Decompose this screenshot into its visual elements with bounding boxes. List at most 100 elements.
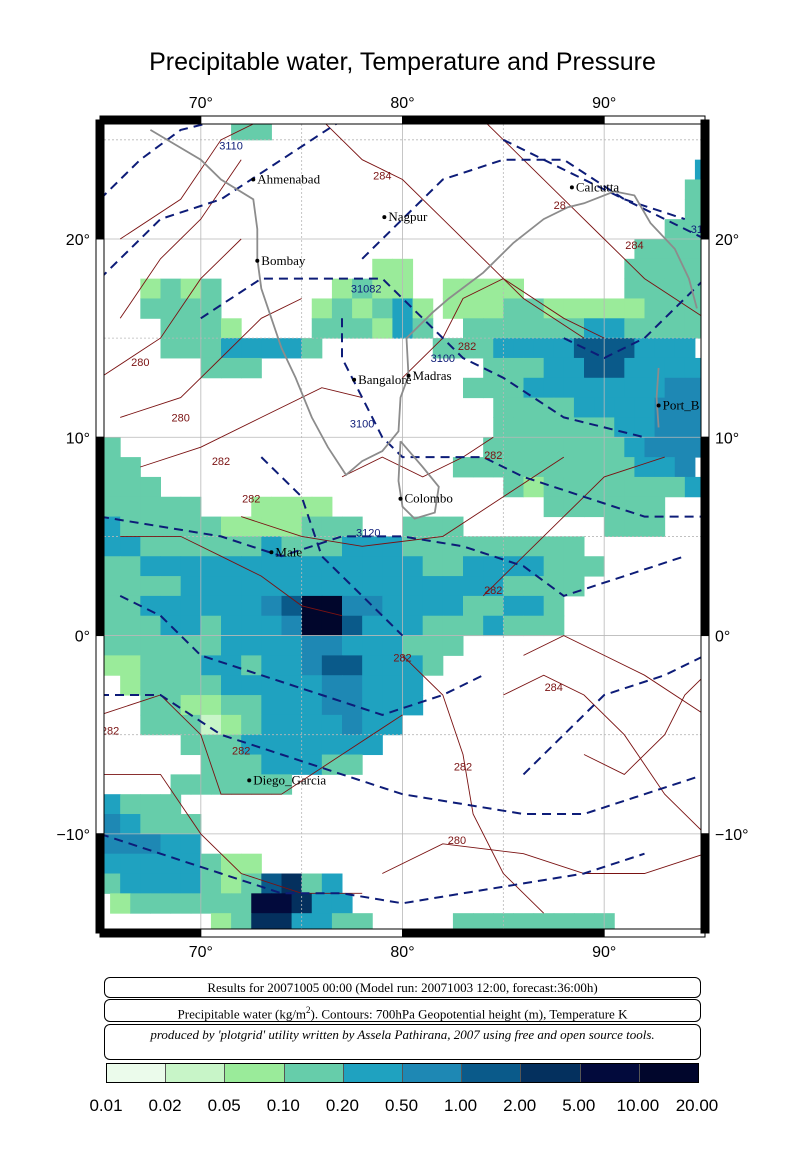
pw-cell <box>342 516 363 537</box>
pw-cell <box>584 437 605 458</box>
temperature-contour <box>402 278 605 379</box>
frame-segment-top <box>402 115 605 125</box>
pw-cell <box>321 635 343 656</box>
pw-cell <box>503 576 524 597</box>
lon-tick-label-bottom: 90° <box>592 944 616 961</box>
pw-cell <box>674 417 696 438</box>
pw-cell <box>241 853 262 875</box>
pw-cell <box>382 556 403 577</box>
pw-cell <box>674 338 696 359</box>
pw-cell <box>614 457 635 478</box>
pw-cell <box>543 476 565 498</box>
pw-cell <box>493 397 514 418</box>
temperature-contour <box>140 387 363 468</box>
contour-label: 280 <box>171 412 189 424</box>
city-dot <box>247 778 252 783</box>
pw-cell <box>200 635 222 656</box>
pw-cell <box>281 595 303 617</box>
pw-cell <box>402 695 424 716</box>
pw-cell <box>160 536 182 557</box>
city-label: Bombay <box>261 253 306 268</box>
pw-cell <box>100 457 121 478</box>
pw-cell <box>483 357 504 379</box>
pw-cell <box>120 853 141 875</box>
pw-cell <box>200 278 222 299</box>
pw-cell <box>463 556 484 577</box>
pw-cell <box>402 635 424 656</box>
pw-cell <box>483 595 504 617</box>
contour-lines <box>99 119 706 914</box>
pw-cell <box>200 556 222 577</box>
pw-cell <box>523 357 545 379</box>
city-label: Diego_Garcia <box>253 772 326 787</box>
pw-cell <box>261 595 282 617</box>
pw-cell <box>321 595 343 617</box>
pw-cell <box>281 655 303 676</box>
geopotential-contour <box>99 832 645 905</box>
pw-cell <box>160 873 182 894</box>
pw-cell <box>331 318 353 339</box>
city-label: Bangalore <box>358 372 412 387</box>
variables-text-a: Precipitable water (kg/m <box>177 1006 307 1022</box>
lat-tick-label-left: 20° <box>66 232 90 249</box>
pw-cell <box>241 675 262 696</box>
pw-cell <box>311 893 333 914</box>
pw-cell <box>160 595 182 617</box>
pw-cell <box>342 595 363 617</box>
pw-cell <box>160 635 182 656</box>
pw-cell <box>352 318 373 339</box>
variables-sup: 2 <box>306 1005 311 1015</box>
contour-label: 282 <box>101 726 119 738</box>
pw-cell <box>180 516 202 537</box>
pw-cell <box>140 536 161 557</box>
temperature-contour <box>120 298 302 418</box>
pw-cell <box>563 298 585 319</box>
city-label: Nagpur <box>388 209 428 224</box>
pw-cell <box>342 655 363 676</box>
pw-cell <box>271 913 293 934</box>
pw-cell <box>644 298 666 319</box>
pw-cell <box>694 159 706 180</box>
pw-cell <box>654 238 676 260</box>
pw-cell <box>503 298 524 319</box>
pw-cell <box>503 318 524 339</box>
pw-cell <box>321 516 343 537</box>
pw-cell <box>251 120 272 141</box>
pw-cell <box>251 893 272 914</box>
pw-cell <box>321 714 343 736</box>
pw-cell <box>422 615 444 637</box>
pw-cell <box>664 219 686 240</box>
pw-cell <box>422 556 444 577</box>
credits-text: produced by 'plotgrid' utility written b… <box>150 1027 655 1042</box>
frame-segment-left <box>95 119 105 240</box>
pw-cell <box>533 417 555 438</box>
pw-cell <box>221 576 242 597</box>
pw-cell <box>331 893 353 914</box>
lon-tick-label-top: 80° <box>390 95 414 112</box>
pw-cell <box>684 258 706 280</box>
pw-cell <box>301 615 323 637</box>
pw-cell <box>271 496 293 518</box>
pw-cell <box>241 714 262 736</box>
pw-cell <box>473 338 494 359</box>
pw-cell <box>694 238 706 260</box>
pw-cell <box>473 913 494 934</box>
contour-label: 282 <box>212 456 230 468</box>
frame-segment-right <box>700 119 710 240</box>
pw-cell <box>352 298 373 319</box>
pw-cell <box>170 893 192 914</box>
variables-info: Precipitable water (kg/m2). Contours: 70… <box>104 999 701 1022</box>
pw-cell <box>140 794 161 815</box>
pw-cell <box>483 536 504 557</box>
pw-cell <box>362 556 383 577</box>
pw-cell <box>624 298 645 319</box>
pw-cell <box>100 496 121 518</box>
pw-cell <box>654 457 676 478</box>
pw-cell <box>140 873 161 894</box>
frame-segment-top <box>200 115 403 125</box>
pw-cell <box>210 893 232 914</box>
pw-cell <box>100 576 121 597</box>
pw-cell <box>463 595 484 617</box>
pw-cell <box>513 913 535 934</box>
pw-cell <box>251 913 272 934</box>
